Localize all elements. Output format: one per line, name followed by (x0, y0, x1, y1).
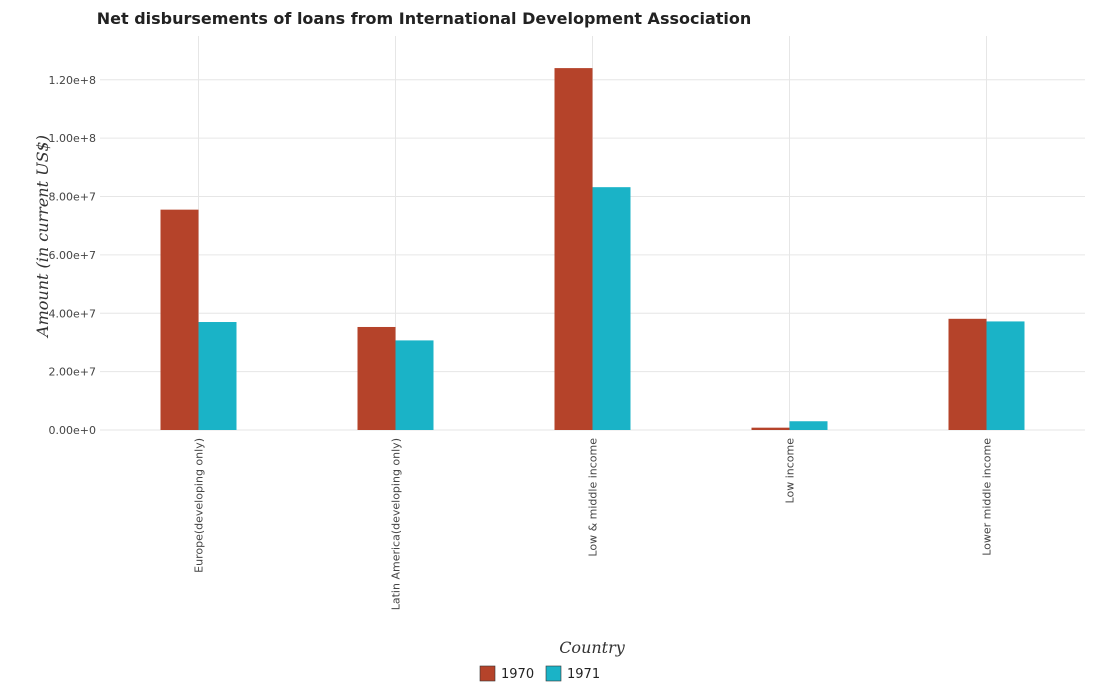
y-axis: 0.00e+0 2.00e+7 4.00e+7 6.00e+7 8.00e+7 1.00e… (49, 74, 96, 437)
bar-1971 (395, 340, 434, 430)
x-tick-label: Lower middle income (981, 438, 994, 556)
y-tick-label: 4.00e+7 (49, 307, 96, 320)
x-axis-label: Country (559, 638, 626, 657)
x-tick-label: Europe(developing only) (193, 438, 206, 573)
x-tick-label: Low income (784, 438, 797, 504)
x-tick-label: Latin America(developing only) (390, 438, 403, 610)
bar-1970 (357, 326, 396, 430)
chart-title: Net disbursements of loans from Internat… (97, 9, 752, 28)
bar-1970 (948, 318, 987, 430)
y-tick-label: 1.20e+8 (49, 74, 96, 87)
bar-1971 (592, 187, 631, 430)
bar-1971 (986, 321, 1025, 430)
legend-label: 1970 (501, 667, 534, 682)
legend-label: 1971 (567, 667, 600, 682)
legend-swatch (545, 665, 562, 682)
bar-1970 (751, 427, 790, 430)
y-tick-label: 2.00e+7 (49, 366, 96, 379)
bars (160, 68, 1025, 431)
y-tick-label: 0.00e+0 (49, 424, 96, 437)
y-tick-label: 1.00e+8 (49, 132, 96, 145)
bar-1971 (789, 421, 828, 430)
legend: 1970 1971 (479, 665, 600, 682)
bar-1970 (554, 68, 593, 431)
y-tick-label: 6.00e+7 (49, 249, 96, 262)
bar-1970 (160, 209, 199, 430)
x-tick-label: Low & middle income (587, 438, 600, 557)
legend-swatch (479, 665, 496, 682)
bar-1971 (198, 322, 237, 430)
x-axis: Europe(developing only) Latin America(dev… (193, 438, 994, 610)
y-tick-label: 8.00e+7 (49, 191, 96, 204)
y-axis-label: Amount (in current US$) (33, 135, 52, 339)
